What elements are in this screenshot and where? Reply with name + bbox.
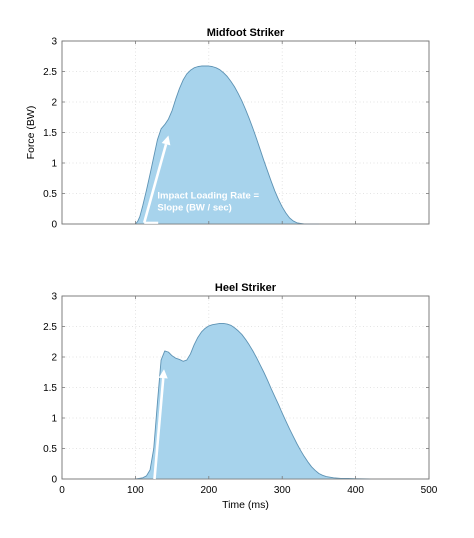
plot-title: Heel Striker [215, 282, 277, 294]
loading-rate-arrow [142, 143, 168, 224]
y-tick-label: 1 [51, 414, 57, 425]
y-tick-label: 1 [51, 159, 57, 170]
y-tick-label: 3 [51, 37, 57, 48]
x-axis-label: Time (ms) [222, 499, 269, 511]
arrow-head [161, 135, 171, 146]
y-tick-label: 2.5 [43, 322, 57, 333]
midfoot-striker-plot: 0 0.5 1 1.5 2 2.5 3 Force (BW) Impact Loading Ra… [25, 27, 430, 231]
y-tick-label: 0 [51, 475, 57, 486]
y-tick-label: 2 [51, 353, 57, 364]
y-tick-label: 0 [51, 220, 57, 231]
y-tick-label: 2 [51, 98, 57, 109]
plot-title: Midfoot Striker [207, 27, 285, 39]
x-tick-label: 300 [274, 485, 291, 496]
force-curve-area [135, 323, 371, 479]
y-axis-label: Force (BW) [25, 106, 37, 160]
force-curve-line [135, 65, 319, 225]
heel-striker-plot: 0 100 200 300 400 500 0 0.5 1 1.5 2 2.5 3 Time (ms) He… [43, 282, 438, 511]
arrow-head [158, 369, 168, 379]
x-tick-label: 0 [59, 485, 65, 496]
loading-rate-annotation: Impact Loading Rate = [157, 190, 259, 201]
y-tick-label: 0.5 [43, 444, 57, 455]
loading-rate-annotation: Slope (BW / sec) [157, 202, 231, 213]
y-tick-label: 3 [51, 292, 57, 303]
force-curve-area [135, 66, 319, 224]
x-tick-label: 500 [421, 485, 438, 496]
loading-rate-arrow [153, 378, 165, 480]
y-tick-label: 1.5 [43, 383, 57, 394]
x-tick-label: 400 [347, 485, 364, 496]
y-tick-label: 2.5 [43, 67, 57, 78]
x-tick-label: 100 [127, 485, 144, 496]
y-tick-label: 1.5 [43, 128, 57, 139]
y-tick-label: 0.5 [43, 189, 57, 200]
force-curve-line [135, 323, 371, 480]
x-tick-label: 200 [200, 485, 217, 496]
